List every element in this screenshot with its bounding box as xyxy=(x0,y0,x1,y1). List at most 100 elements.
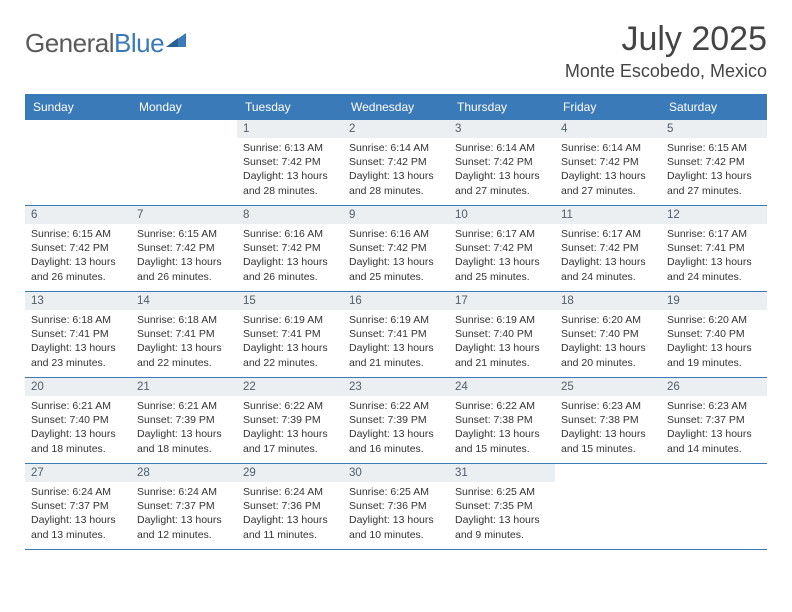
daylight-line: Daylight: 13 hours and 21 minutes. xyxy=(455,341,549,369)
day-details: Sunrise: 6:19 AMSunset: 7:40 PMDaylight:… xyxy=(449,310,555,376)
daylight-line: Daylight: 13 hours and 15 minutes. xyxy=(455,427,549,455)
sunset-line: Sunset: 7:42 PM xyxy=(137,241,231,255)
sunrise-line: Sunrise: 6:20 AM xyxy=(667,313,761,327)
daylight-line: Daylight: 13 hours and 24 minutes. xyxy=(667,255,761,283)
sunset-line: Sunset: 7:42 PM xyxy=(561,155,655,169)
calendar-cell xyxy=(661,464,767,549)
sunrise-line: Sunrise: 6:16 AM xyxy=(349,227,443,241)
sunset-line: Sunset: 7:40 PM xyxy=(561,327,655,341)
sunrise-line: Sunrise: 6:24 AM xyxy=(137,485,231,499)
sunrise-line: Sunrise: 6:18 AM xyxy=(31,313,125,327)
brand-text-gray: General xyxy=(25,28,114,59)
day-details: Sunrise: 6:23 AMSunset: 7:38 PMDaylight:… xyxy=(555,396,661,462)
date-number: 18 xyxy=(555,292,661,310)
calendar-header-row: SundayMondayTuesdayWednesdayThursdayFrid… xyxy=(25,94,767,120)
day-details: Sunrise: 6:17 AMSunset: 7:41 PMDaylight:… xyxy=(661,224,767,290)
day-details: Sunrise: 6:22 AMSunset: 7:39 PMDaylight:… xyxy=(343,396,449,462)
sunset-line: Sunset: 7:38 PM xyxy=(561,413,655,427)
date-number: 22 xyxy=(237,378,343,396)
daylight-line: Daylight: 13 hours and 26 minutes. xyxy=(31,255,125,283)
daylight-line: Daylight: 13 hours and 22 minutes. xyxy=(137,341,231,369)
daylight-line: Daylight: 13 hours and 14 minutes. xyxy=(667,427,761,455)
sunrise-line: Sunrise: 6:23 AM xyxy=(667,399,761,413)
sunrise-line: Sunrise: 6:22 AM xyxy=(243,399,337,413)
date-number: 6 xyxy=(25,206,131,224)
day-details: Sunrise: 6:14 AMSunset: 7:42 PMDaylight:… xyxy=(343,138,449,204)
date-number: 21 xyxy=(131,378,237,396)
sunrise-line: Sunrise: 6:16 AM xyxy=(243,227,337,241)
calendar-week-row: 13Sunrise: 6:18 AMSunset: 7:41 PMDayligh… xyxy=(25,292,767,378)
daylight-line: Daylight: 13 hours and 28 minutes. xyxy=(349,169,443,197)
sunset-line: Sunset: 7:38 PM xyxy=(455,413,549,427)
daylight-line: Daylight: 13 hours and 13 minutes. xyxy=(31,513,125,541)
calendar-cell: 26Sunrise: 6:23 AMSunset: 7:37 PMDayligh… xyxy=(661,378,767,463)
day-header: Friday xyxy=(555,94,661,120)
calendar-cell: 1Sunrise: 6:13 AMSunset: 7:42 PMDaylight… xyxy=(237,120,343,205)
date-number: 10 xyxy=(449,206,555,224)
daylight-line: Daylight: 13 hours and 12 minutes. xyxy=(137,513,231,541)
calendar-cell: 15Sunrise: 6:19 AMSunset: 7:41 PMDayligh… xyxy=(237,292,343,377)
date-number: 29 xyxy=(237,464,343,482)
calendar-cell: 30Sunrise: 6:25 AMSunset: 7:36 PMDayligh… xyxy=(343,464,449,549)
daylight-line: Daylight: 13 hours and 18 minutes. xyxy=(137,427,231,455)
sunrise-line: Sunrise: 6:19 AM xyxy=(243,313,337,327)
sunset-line: Sunset: 7:39 PM xyxy=(349,413,443,427)
sunset-line: Sunset: 7:39 PM xyxy=(243,413,337,427)
date-number: 1 xyxy=(237,120,343,138)
day-details: Sunrise: 6:17 AMSunset: 7:42 PMDaylight:… xyxy=(449,224,555,290)
calendar-cell: 21Sunrise: 6:21 AMSunset: 7:39 PMDayligh… xyxy=(131,378,237,463)
daylight-line: Daylight: 13 hours and 22 minutes. xyxy=(243,341,337,369)
calendar-cell: 3Sunrise: 6:14 AMSunset: 7:42 PMDaylight… xyxy=(449,120,555,205)
day-details: Sunrise: 6:19 AMSunset: 7:41 PMDaylight:… xyxy=(237,310,343,376)
brand-text-blue: Blue xyxy=(114,28,164,59)
sunrise-line: Sunrise: 6:25 AM xyxy=(349,485,443,499)
calendar-cell: 22 Sunrise: 6:22 AMSunset: 7:39 PMDayligh… xyxy=(237,378,343,463)
date-number: 25 xyxy=(555,378,661,396)
sunrise-line: Sunrise: 6:21 AM xyxy=(137,399,231,413)
sunset-line: Sunset: 7:40 PM xyxy=(455,327,549,341)
daylight-line: Daylight: 13 hours and 9 minutes. xyxy=(455,513,549,541)
sunset-line: Sunset: 7:41 PM xyxy=(667,241,761,255)
daylight-line: Daylight: 13 hours and 17 minutes. xyxy=(243,427,337,455)
calendar-cell: 5Sunrise: 6:15 AMSunset: 7:42 PMDaylight… xyxy=(661,120,767,205)
day-details: Sunrise: 6:14 AMSunset: 7:42 PMDaylight:… xyxy=(555,138,661,204)
sunset-line: Sunset: 7:37 PM xyxy=(31,499,125,513)
date-number: 14 xyxy=(131,292,237,310)
calendar-cell: 24Sunrise: 6:22 AMSunset: 7:38 PMDayligh… xyxy=(449,378,555,463)
day-header: Saturday xyxy=(661,94,767,120)
calendar-cell: 27Sunrise: 6:24 AMSunset: 7:37 PMDayligh… xyxy=(25,464,131,549)
daylight-line: Daylight: 13 hours and 26 minutes. xyxy=(243,255,337,283)
day-details: Sunrise: 6:22 AMSunset: 7:38 PMDaylight:… xyxy=(449,396,555,462)
day-header: Sunday xyxy=(25,94,131,120)
day-details: Sunrise: 6:17 AMSunset: 7:42 PMDaylight:… xyxy=(555,224,661,290)
sunset-line: Sunset: 7:42 PM xyxy=(243,241,337,255)
sunrise-line: Sunrise: 6:21 AM xyxy=(31,399,125,413)
day-header: Wednesday xyxy=(343,94,449,120)
date-number: 9 xyxy=(343,206,449,224)
daylight-line: Daylight: 13 hours and 25 minutes. xyxy=(455,255,549,283)
sunset-line: Sunset: 7:35 PM xyxy=(455,499,549,513)
sunrise-line: Sunrise: 6:15 AM xyxy=(667,141,761,155)
day-details: Sunrise: 6:19 AMSunset: 7:41 PMDaylight:… xyxy=(343,310,449,376)
sunrise-line: Sunrise: 6:17 AM xyxy=(561,227,655,241)
calendar-cell: 12Sunrise: 6:17 AMSunset: 7:41 PMDayligh… xyxy=(661,206,767,291)
daylight-line: Daylight: 13 hours and 19 minutes. xyxy=(667,341,761,369)
sunset-line: Sunset: 7:42 PM xyxy=(31,241,125,255)
sunset-line: Sunset: 7:41 PM xyxy=(243,327,337,341)
daylight-line: Daylight: 13 hours and 27 minutes. xyxy=(667,169,761,197)
sunrise-line: Sunrise: 6:17 AM xyxy=(455,227,549,241)
sunrise-line: Sunrise: 6:15 AM xyxy=(137,227,231,241)
day-details: Sunrise: 6:21 AMSunset: 7:39 PMDaylight:… xyxy=(131,396,237,462)
day-details: Sunrise: 6:15 AMSunset: 7:42 PMDaylight:… xyxy=(661,138,767,204)
day-details: Sunrise: 6:18 AMSunset: 7:41 PMDaylight:… xyxy=(25,310,131,376)
calendar-grid: SundayMondayTuesdayWednesdayThursdayFrid… xyxy=(25,94,767,550)
date-number: 8 xyxy=(237,206,343,224)
day-details: Sunrise: 6:14 AMSunset: 7:42 PMDaylight:… xyxy=(449,138,555,204)
sunset-line: Sunset: 7:36 PM xyxy=(349,499,443,513)
calendar-week-row: 1Sunrise: 6:13 AMSunset: 7:42 PMDaylight… xyxy=(25,120,767,206)
daylight-line: Daylight: 13 hours and 16 minutes. xyxy=(349,427,443,455)
date-number: 16 xyxy=(343,292,449,310)
daylight-line: Daylight: 13 hours and 26 minutes. xyxy=(137,255,231,283)
calendar-cell: 7Sunrise: 6:15 AMSunset: 7:42 PMDaylight… xyxy=(131,206,237,291)
sunset-line: Sunset: 7:39 PM xyxy=(137,413,231,427)
